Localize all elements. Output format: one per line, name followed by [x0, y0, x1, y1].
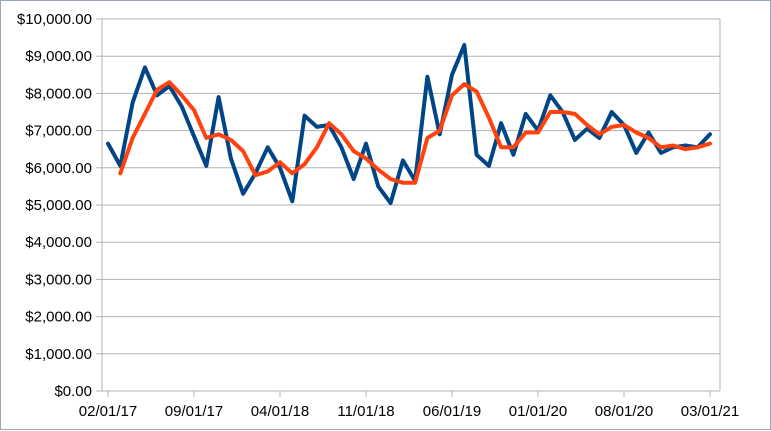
x-tick-label: 01/01/20	[509, 403, 567, 420]
x-tick-label: 06/01/19	[423, 403, 481, 420]
y-tick-label: $0.00	[54, 383, 92, 400]
x-tick-label: 08/01/20	[595, 403, 653, 420]
x-tick-label: 02/01/17	[79, 403, 137, 420]
y-tick-label: $8,000.00	[25, 85, 92, 102]
y-tick-label: $6,000.00	[25, 160, 92, 177]
y-tick-label: $5,000.00	[25, 197, 92, 214]
x-tick-label: 03/01/21	[681, 403, 739, 420]
series-line-1	[106, 43, 712, 206]
y-tick-label: $4,000.00	[25, 234, 92, 251]
y-tick-label: $10,000.00	[17, 11, 92, 28]
y-tick-label: $1,000.00	[25, 346, 92, 363]
y-tick-label: $7,000.00	[25, 123, 92, 140]
series-line-2	[118, 80, 712, 185]
x-tick-label: 04/01/18	[251, 403, 309, 420]
y-tick-label: $9,000.00	[25, 48, 92, 65]
y-tick-label: $2,000.00	[25, 309, 92, 326]
x-tick-label: 09/01/17	[165, 403, 223, 420]
y-tick-label: $3,000.00	[25, 271, 92, 288]
x-tick-label: 11/01/18	[337, 403, 394, 420]
